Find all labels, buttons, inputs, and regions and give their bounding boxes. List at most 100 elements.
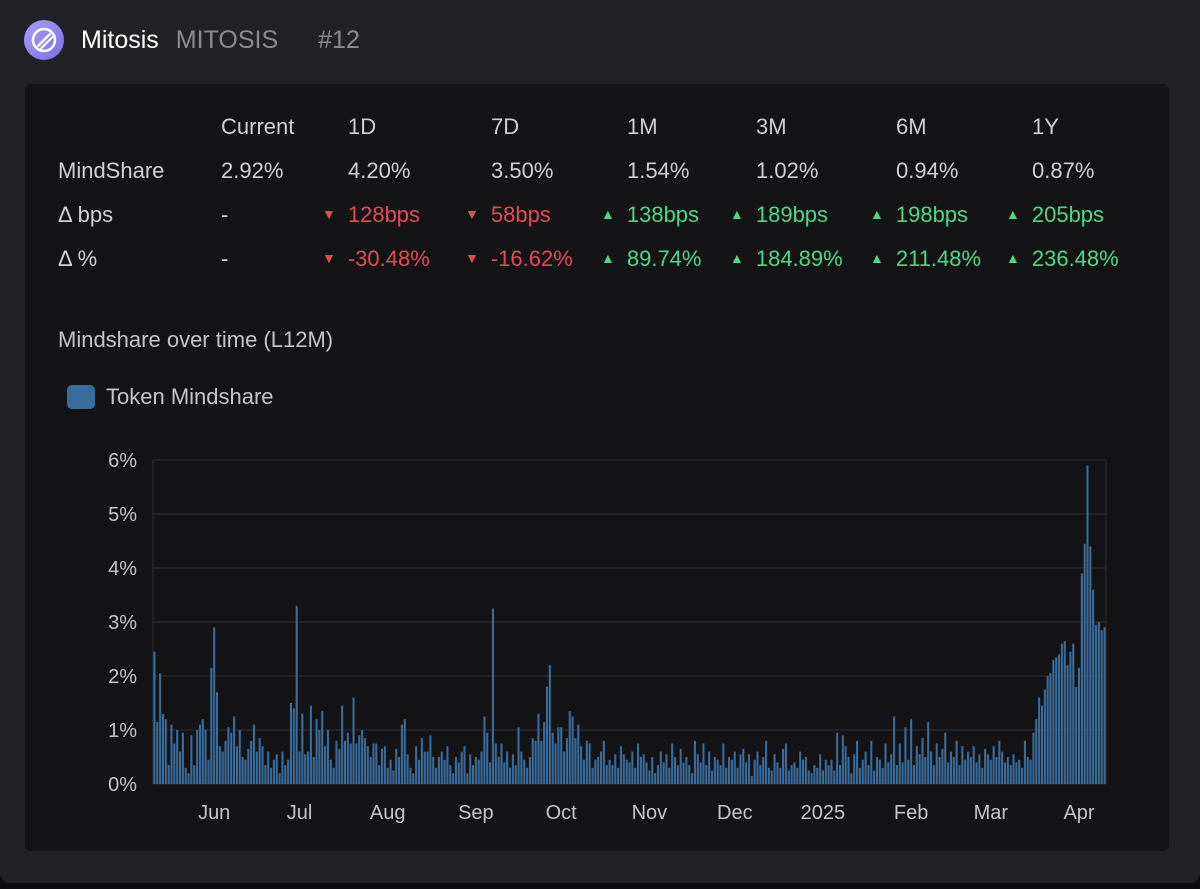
mindshare-bar[interactable] (662, 762, 665, 784)
mindshare-bar[interactable] (355, 743, 358, 785)
mindshare-bar[interactable] (324, 746, 327, 784)
mindshare-bar[interactable] (665, 754, 668, 784)
mindshare-bar[interactable] (875, 757, 879, 784)
mindshare-bar[interactable] (725, 767, 728, 784)
mindshare-bar[interactable] (574, 738, 577, 784)
mindshare-bar[interactable] (856, 740, 859, 784)
mindshare-bar[interactable] (1043, 689, 1046, 785)
mindshare-bar[interactable] (480, 751, 483, 784)
mindshare-bar[interactable] (915, 746, 918, 784)
mindshare-bar[interactable] (235, 746, 238, 784)
mindshare-bar[interactable] (369, 757, 372, 784)
mindshare-bar[interactable] (312, 757, 315, 784)
mindshare-bar[interactable] (901, 762, 904, 784)
mindshare-bar[interactable] (173, 743, 176, 785)
mindshare-bar[interactable] (611, 765, 614, 784)
mindshare-bar[interactable] (597, 757, 600, 784)
mindshare-bar[interactable] (622, 754, 625, 784)
mindshare-bar[interactable] (523, 759, 526, 784)
mindshare-bar[interactable] (537, 713, 540, 784)
mindshare-bar[interactable] (420, 738, 423, 784)
mindshare-bar[interactable] (207, 759, 210, 784)
mindshare-bar[interactable] (272, 759, 275, 784)
mindshare-bar[interactable] (383, 746, 386, 784)
mindshare-bar[interactable] (563, 751, 566, 784)
mindshare-bar[interactable] (517, 727, 520, 784)
mindshare-bar[interactable] (298, 751, 301, 784)
mindshare-bar[interactable] (858, 767, 861, 784)
mindshare-bar[interactable] (986, 754, 989, 784)
mindshare-bar[interactable] (565, 738, 568, 784)
mindshare-bar[interactable] (787, 770, 790, 785)
mindshare-bar[interactable] (978, 754, 981, 784)
mindshare-bar[interactable] (474, 757, 477, 784)
mindshare-bar[interactable] (301, 713, 304, 784)
mindshare-bar[interactable] (500, 743, 503, 785)
mindshare-bar[interactable] (830, 759, 833, 784)
mindshare-bar[interactable] (773, 754, 776, 784)
mindshare-bar[interactable] (594, 759, 597, 784)
mindshare-bar[interactable] (617, 767, 620, 784)
mindshare-bar[interactable] (1015, 762, 1018, 784)
mindshare-bar[interactable] (790, 765, 793, 784)
mindshare-bar[interactable] (947, 762, 950, 784)
mindshare-bar[interactable] (907, 759, 910, 784)
mindshare-bar[interactable] (409, 767, 412, 784)
mindshare-bar[interactable] (676, 765, 679, 784)
mindshare-bar[interactable] (210, 667, 213, 784)
mindshare-bar[interactable] (634, 767, 637, 784)
mindshare-bar[interactable] (346, 732, 349, 784)
mindshare-bar[interactable] (745, 762, 748, 784)
mindshare-bar[interactable] (361, 730, 364, 784)
mindshare-bar[interactable] (696, 754, 699, 784)
mindshare-bar[interactable] (161, 713, 164, 784)
mindshare-bar[interactable] (747, 754, 751, 784)
mindshare-bar[interactable] (833, 770, 836, 785)
mindshare-bar[interactable] (349, 743, 352, 785)
mindshare-bar[interactable] (981, 767, 984, 784)
mindshare-bar[interactable] (651, 757, 654, 784)
mindshare-bar[interactable] (728, 757, 731, 784)
mindshare-bar[interactable] (898, 743, 901, 785)
mindshare-bar[interactable] (1018, 759, 1021, 784)
mindshare-bar[interactable] (631, 751, 634, 784)
mindshare-bar[interactable] (244, 759, 247, 784)
mindshare-bar[interactable] (187, 773, 190, 784)
mindshare-bar[interactable] (190, 735, 193, 784)
mindshare-bar[interactable] (238, 730, 241, 784)
mindshare-bar[interactable] (941, 748, 944, 784)
mindshare-bar[interactable] (904, 727, 907, 784)
mindshare-bar[interactable] (415, 746, 418, 784)
mindshare-bar[interactable] (938, 757, 941, 784)
mindshare-bar[interactable] (389, 759, 392, 784)
mindshare-bar[interactable] (460, 751, 463, 784)
mindshare-bar[interactable] (432, 757, 435, 784)
mindshare-bar[interactable] (861, 759, 864, 784)
mindshare-bar[interactable] (497, 757, 500, 784)
mindshare-bar[interactable] (489, 762, 492, 784)
mindshare-bar[interactable] (196, 730, 199, 784)
mindshare-bar[interactable] (841, 735, 844, 784)
mindshare-bar[interactable] (719, 765, 722, 784)
mindshare-bar[interactable] (329, 759, 332, 784)
mindshare-bar[interactable] (403, 719, 406, 784)
mindshare-bar[interactable] (995, 757, 998, 784)
mindshare-bar[interactable] (910, 719, 913, 784)
mindshare-bar[interactable] (392, 770, 395, 785)
mindshare-bar[interactable] (318, 730, 321, 784)
mindshare-bar[interactable] (685, 757, 688, 784)
mindshare-bar[interactable] (847, 757, 850, 784)
mindshare-bar[interactable] (625, 759, 628, 784)
mindshare-bar[interactable] (440, 751, 443, 784)
mindshare-bar[interactable] (673, 757, 677, 784)
mindshare-bar[interactable] (628, 762, 631, 784)
mindshare-bar[interactable] (1066, 665, 1069, 784)
mindshare-bar[interactable] (890, 754, 893, 784)
mindshare-bar[interactable] (506, 751, 509, 784)
mindshare-bar[interactable] (449, 765, 452, 784)
mindshare-bar[interactable] (802, 759, 805, 784)
mindshare-bar[interactable] (742, 748, 745, 784)
mindshare-bar[interactable] (289, 703, 292, 784)
mindshare-bar[interactable] (281, 751, 284, 784)
mindshare-bar[interactable] (309, 705, 312, 784)
